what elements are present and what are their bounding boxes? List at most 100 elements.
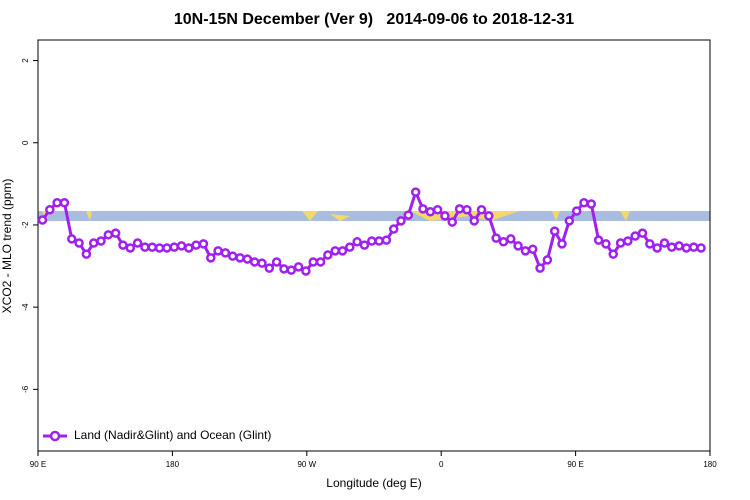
data-point: [147, 242, 157, 252]
data-point: [374, 236, 384, 246]
data-point: [264, 263, 275, 273]
data-point: [506, 234, 516, 244]
series-line: [41, 187, 702, 273]
data-point: [37, 215, 48, 225]
y-tick-label: 2: [21, 58, 30, 63]
data-point: [184, 243, 194, 253]
data-point: [696, 243, 706, 253]
map-band: [38, 211, 710, 221]
plot-frame: [37, 39, 711, 452]
data-point: [608, 249, 618, 259]
data-point: [645, 239, 655, 249]
y-tick-label: -4: [21, 303, 30, 311]
data-point: [586, 199, 597, 209]
y-axis-label: XCO2 - MLO trend (ppm): [0, 179, 14, 314]
data-point: [403, 210, 414, 220]
data-point: [220, 248, 231, 258]
data-point: [198, 239, 209, 249]
data-point: [557, 239, 567, 249]
data-point: [301, 266, 311, 276]
data-point: [191, 240, 201, 250]
data-point: [410, 187, 421, 197]
y-tick-label: -6: [21, 385, 30, 393]
data-point: [688, 242, 699, 252]
data-point: [118, 240, 128, 250]
data-point: [315, 257, 326, 267]
data-point: [447, 217, 458, 227]
data-point: [132, 238, 143, 248]
data-point: [564, 216, 575, 226]
data-point: [125, 243, 136, 253]
data-point: [257, 258, 267, 268]
data-point: [52, 198, 62, 208]
x-tick-label: 90 E: [567, 460, 583, 469]
data-point: [476, 204, 487, 215]
data-point: [462, 204, 472, 215]
data-point: [242, 254, 253, 264]
data-point: [271, 257, 282, 267]
data-point: [330, 246, 340, 256]
data-point: [667, 242, 677, 252]
data-point: [367, 236, 377, 246]
data-point: [469, 216, 479, 226]
data-point: [579, 198, 589, 208]
data-point: [637, 228, 648, 238]
data-point: [681, 243, 692, 253]
x-axis-label: Longitude (deg E): [326, 476, 421, 490]
data-point: [110, 228, 121, 238]
data-point: [96, 236, 106, 246]
data-point: [513, 241, 523, 251]
y-tick-label: 0: [21, 140, 30, 145]
data-point: [169, 242, 179, 252]
data-point: [103, 230, 114, 240]
data-point: [213, 246, 223, 256]
data-point: [659, 238, 670, 248]
data-point: [630, 231, 640, 241]
data-point: [279, 264, 289, 274]
data-point: [352, 237, 362, 247]
data-point: [337, 246, 348, 256]
data-point: [286, 265, 297, 275]
data-point: [162, 243, 172, 253]
data-point: [491, 233, 501, 243]
data-point: [527, 244, 538, 254]
data-point: [535, 263, 545, 273]
data-point: [440, 211, 450, 221]
x-tick-label: 90 W: [297, 460, 316, 469]
data-point: [593, 235, 604, 245]
x-tick-label: 180: [703, 460, 717, 469]
data-point: [674, 241, 684, 251]
data-point: [308, 257, 318, 267]
data-point: [249, 257, 260, 267]
data-point: [454, 204, 465, 214]
data-point: [396, 216, 406, 226]
data-point: [227, 251, 238, 261]
data-point: [323, 250, 333, 260]
data-point: [601, 239, 611, 249]
data-point: [571, 206, 582, 216]
data-point: [206, 253, 216, 263]
data-point: [45, 204, 55, 215]
data-point: [652, 243, 662, 253]
data-point: [345, 242, 355, 252]
data-point: [498, 237, 509, 247]
data-point: [520, 246, 531, 256]
legend-label: Land (Nadir&Glint) and Ocean (Glint): [74, 428, 271, 442]
data-point: [140, 242, 150, 252]
data-point: [81, 249, 92, 259]
data-point: [623, 236, 633, 246]
data-point: [542, 255, 553, 265]
data-point: [418, 204, 428, 214]
data-point: [484, 211, 494, 221]
data-point: [235, 253, 245, 263]
data-point: [388, 224, 399, 234]
legend-marker: [49, 430, 61, 442]
data-point: [425, 207, 436, 217]
data-point: [549, 226, 560, 236]
data-point: [88, 238, 99, 248]
data-point: [293, 262, 304, 272]
data-point: [432, 204, 443, 215]
chart-title: 10N-15N December (Ver 9) 2014-09-06 to 2…: [174, 11, 574, 28]
data-point: [176, 241, 187, 251]
